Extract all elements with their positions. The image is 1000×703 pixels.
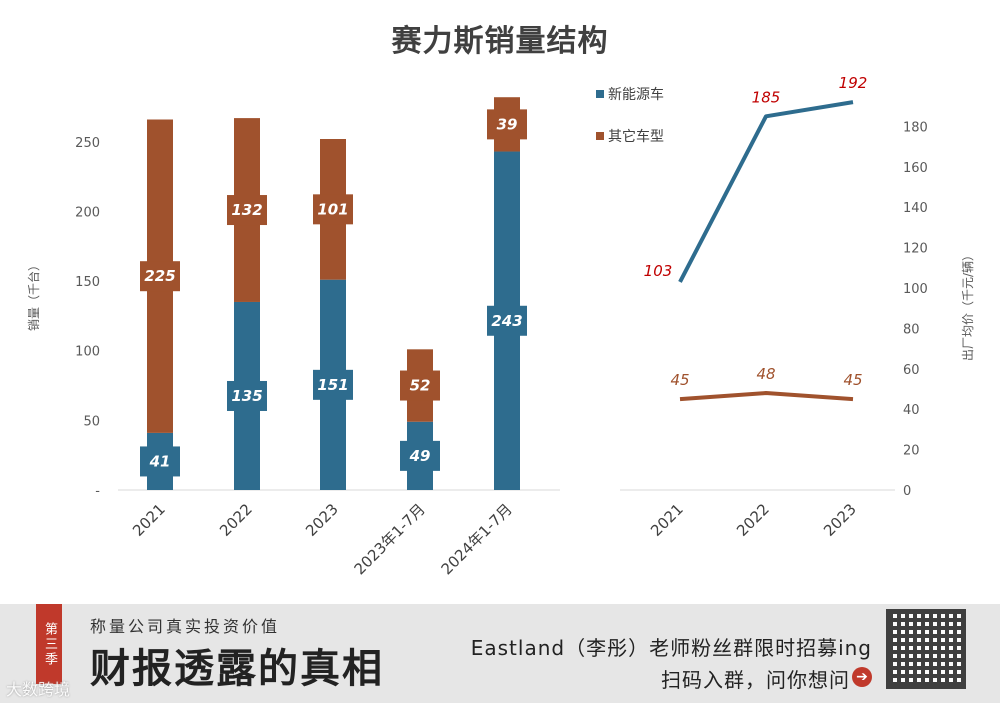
line-data-label: 45 xyxy=(670,371,689,389)
line-series xyxy=(679,391,854,402)
footer-scan-text: 扫码入群，问你想问 xyxy=(661,668,850,692)
footer-big-title: 财报透露的真相 xyxy=(90,645,384,692)
chart-canvas: -50100150200250销量（千台）4122520211351322022… xyxy=(26,74,975,578)
x-tick-label: 2023年1-7月 xyxy=(351,500,429,578)
bar-data-label: 41 xyxy=(149,452,171,470)
bar-data-label: 225 xyxy=(144,267,175,285)
right-y-tick-label: 180 xyxy=(903,120,928,135)
footer-slogan: 称量公司真实投资价值 xyxy=(90,617,281,636)
x-tick-label: 2022 xyxy=(216,500,256,540)
line-x-tick-label: 2022 xyxy=(733,500,773,540)
line-data-label: 103 xyxy=(644,262,673,280)
y-tick-label: - xyxy=(95,484,100,499)
y-tick-label: 150 xyxy=(75,275,100,290)
bar-label-box xyxy=(400,370,440,401)
x-tick-label: 2021 xyxy=(129,500,169,540)
bar-data-label: 151 xyxy=(317,376,348,394)
y-axis-label: 销量（千台） xyxy=(26,259,41,331)
right-y-tick-label: 80 xyxy=(903,322,920,337)
bar-label-box xyxy=(313,194,353,225)
bar-data-label: 135 xyxy=(231,387,262,405)
y-tick-label: 100 xyxy=(75,345,100,360)
bar-label-box xyxy=(313,369,353,400)
line-data-label: 192 xyxy=(839,74,868,92)
qr-code-image[interactable] xyxy=(886,609,966,689)
line-series xyxy=(678,100,854,283)
y-tick-label: 50 xyxy=(83,414,100,429)
line-data-label: 185 xyxy=(752,88,781,106)
legend-label: 其它车型 xyxy=(608,128,664,145)
bar-label-box xyxy=(227,380,267,411)
x-tick-label: 2024年1-7月 xyxy=(438,500,516,578)
bar-data-label: 49 xyxy=(409,447,431,465)
bar-data-label: 101 xyxy=(317,200,348,218)
legend-swatch xyxy=(596,90,604,98)
right-y-tick-label: 100 xyxy=(903,282,928,297)
chart-title: 赛力斯销量结构 xyxy=(391,24,609,59)
right-y-tick-label: 140 xyxy=(903,201,928,216)
legend-label: 新能源车 xyxy=(608,86,664,103)
right-y-axis-label: 出厂均价（千元/辆） xyxy=(961,249,975,361)
bar-label-box xyxy=(487,305,527,336)
bar-data-label: 132 xyxy=(231,201,262,219)
watermark-text: 大数跨境 xyxy=(6,680,71,699)
arrow-right-icon[interactable]: ➔ xyxy=(852,667,872,687)
line-data-label: 48 xyxy=(756,365,775,383)
bar-label-box xyxy=(487,109,527,140)
line-x-tick-label: 2023 xyxy=(820,500,860,540)
bar-data-label: 52 xyxy=(410,377,431,395)
x-tick-label: 2023 xyxy=(302,500,342,540)
bar-label-box xyxy=(140,446,180,477)
bar-label-box xyxy=(140,261,180,292)
legend-swatch xyxy=(596,132,604,140)
y-tick-label: 200 xyxy=(75,205,100,220)
right-y-tick-label: 20 xyxy=(903,444,920,459)
right-y-tick-label: 0 xyxy=(903,484,911,499)
right-y-tick-label: 60 xyxy=(903,363,920,378)
line-data-label: 45 xyxy=(843,371,862,389)
right-y-tick-label: 160 xyxy=(903,161,928,176)
season-badge: 第三季 xyxy=(36,604,62,684)
right-y-tick-label: 40 xyxy=(903,403,920,418)
y-tick-label: 250 xyxy=(75,136,100,151)
bar-label-box xyxy=(227,195,267,226)
bar-data-label: 243 xyxy=(491,312,522,330)
bar-label-box xyxy=(400,440,440,471)
footer-banner xyxy=(0,604,1000,703)
bar-data-label: 39 xyxy=(497,115,518,133)
right-y-tick-label: 120 xyxy=(903,242,928,257)
line-x-tick-label: 2021 xyxy=(647,500,687,540)
footer-recruit-text: Eastland（李彤）老师粉丝群限时招募ing xyxy=(470,636,872,660)
